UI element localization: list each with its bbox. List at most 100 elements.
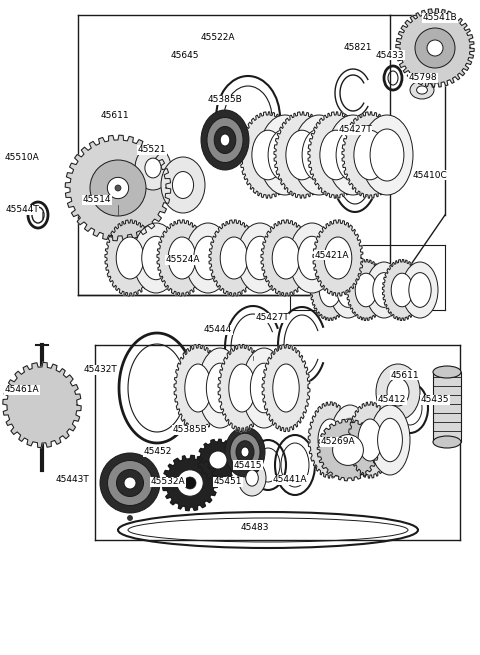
Ellipse shape <box>373 272 395 307</box>
Ellipse shape <box>370 405 410 475</box>
Ellipse shape <box>402 262 438 318</box>
Ellipse shape <box>100 453 160 513</box>
Polygon shape <box>274 112 330 198</box>
Ellipse shape <box>333 435 363 466</box>
Text: 45435: 45435 <box>421 396 449 405</box>
Ellipse shape <box>238 460 266 496</box>
Polygon shape <box>105 220 155 296</box>
Ellipse shape <box>177 470 203 496</box>
Ellipse shape <box>273 364 299 412</box>
Text: 45415: 45415 <box>234 460 262 470</box>
Ellipse shape <box>194 236 222 280</box>
Text: 45544T: 45544T <box>5 206 39 214</box>
Ellipse shape <box>427 40 443 56</box>
Polygon shape <box>197 440 239 481</box>
Ellipse shape <box>433 436 461 448</box>
Polygon shape <box>347 259 385 320</box>
Polygon shape <box>311 259 349 320</box>
Ellipse shape <box>330 262 366 318</box>
Ellipse shape <box>410 81 434 99</box>
Text: 45521: 45521 <box>138 145 166 155</box>
Polygon shape <box>174 345 222 432</box>
Ellipse shape <box>366 262 402 318</box>
Text: 45611: 45611 <box>391 371 420 379</box>
Ellipse shape <box>330 405 370 475</box>
Ellipse shape <box>209 451 227 469</box>
Text: 45798: 45798 <box>408 73 437 83</box>
Ellipse shape <box>327 115 379 195</box>
Ellipse shape <box>206 364 234 413</box>
Text: 45432T: 45432T <box>83 365 117 375</box>
Ellipse shape <box>354 130 386 180</box>
Ellipse shape <box>133 223 179 293</box>
Ellipse shape <box>320 130 352 180</box>
Ellipse shape <box>178 471 202 495</box>
Ellipse shape <box>324 237 352 279</box>
Ellipse shape <box>184 477 196 489</box>
Text: 45385B: 45385B <box>208 96 242 105</box>
Polygon shape <box>262 345 310 432</box>
Ellipse shape <box>168 237 196 279</box>
Text: 45532A: 45532A <box>151 477 185 487</box>
Text: 45514: 45514 <box>83 195 111 204</box>
Text: 45269A: 45269A <box>321 438 355 447</box>
Ellipse shape <box>358 419 382 461</box>
Text: 45433: 45433 <box>376 50 404 60</box>
Polygon shape <box>317 419 379 481</box>
Ellipse shape <box>415 28 455 68</box>
Polygon shape <box>383 259 421 320</box>
Polygon shape <box>261 220 311 296</box>
Ellipse shape <box>161 157 205 213</box>
Ellipse shape <box>207 117 243 162</box>
Ellipse shape <box>241 447 249 457</box>
Ellipse shape <box>116 237 144 279</box>
Text: 45510A: 45510A <box>5 153 39 162</box>
Ellipse shape <box>378 419 402 462</box>
Polygon shape <box>209 220 259 296</box>
Ellipse shape <box>117 470 144 496</box>
Text: 45524A: 45524A <box>166 255 200 265</box>
Text: 45451: 45451 <box>214 477 242 487</box>
Ellipse shape <box>229 364 255 412</box>
Text: 45821: 45821 <box>344 43 372 52</box>
Ellipse shape <box>318 419 342 461</box>
Ellipse shape <box>220 134 230 146</box>
Text: 45645: 45645 <box>171 50 199 60</box>
Polygon shape <box>396 9 474 87</box>
Polygon shape <box>157 220 207 296</box>
Ellipse shape <box>361 115 413 195</box>
Text: 45522A: 45522A <box>201 33 235 43</box>
Ellipse shape <box>337 419 362 462</box>
Text: 45444: 45444 <box>204 326 232 335</box>
Ellipse shape <box>391 273 413 307</box>
Ellipse shape <box>128 515 132 521</box>
Ellipse shape <box>370 129 404 181</box>
Polygon shape <box>218 345 266 432</box>
Ellipse shape <box>433 366 461 378</box>
Ellipse shape <box>124 477 136 489</box>
Polygon shape <box>162 455 217 511</box>
Text: 45385B: 45385B <box>173 426 207 434</box>
Ellipse shape <box>230 433 260 471</box>
Polygon shape <box>240 112 296 198</box>
Ellipse shape <box>90 160 146 216</box>
Ellipse shape <box>355 273 377 307</box>
Ellipse shape <box>298 236 326 280</box>
Polygon shape <box>348 402 392 478</box>
Ellipse shape <box>237 223 283 293</box>
Text: 45461A: 45461A <box>5 386 39 394</box>
Ellipse shape <box>145 158 161 178</box>
Ellipse shape <box>214 126 236 153</box>
Ellipse shape <box>293 115 345 195</box>
Polygon shape <box>308 112 364 198</box>
Ellipse shape <box>225 427 265 477</box>
Text: 45541B: 45541B <box>423 14 457 22</box>
Ellipse shape <box>108 178 129 198</box>
Ellipse shape <box>135 146 171 190</box>
Ellipse shape <box>336 129 370 181</box>
Ellipse shape <box>242 348 286 428</box>
Ellipse shape <box>201 110 249 170</box>
Ellipse shape <box>387 378 409 406</box>
Text: 45427T: 45427T <box>255 314 289 322</box>
Ellipse shape <box>337 272 359 307</box>
